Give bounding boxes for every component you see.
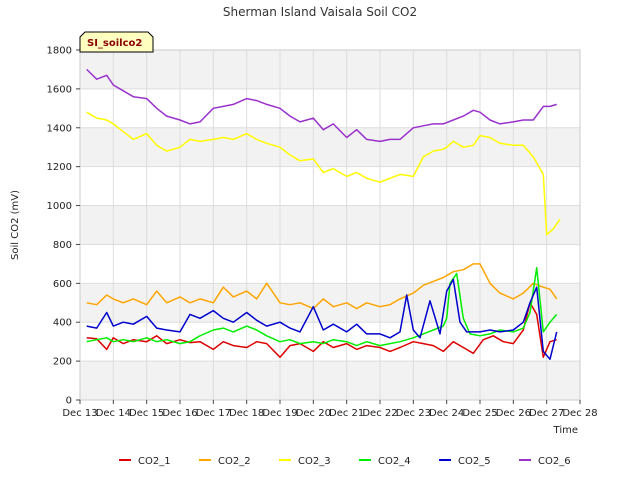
background-band [80, 166, 580, 206]
x-tick-label: Dec 15 [129, 408, 164, 419]
y-tick-label: 0 [66, 396, 72, 407]
y-tick-label: 400 [53, 318, 72, 329]
series-line-co2-4 [86, 267, 558, 347]
legend-label: CO2_3 [298, 456, 331, 467]
x-tick-label: Dec 23 [396, 408, 431, 419]
background-band [80, 283, 580, 323]
x-tick-label: Dec 28 [562, 408, 597, 419]
legend-label: CO2_5 [458, 456, 491, 467]
x-tick-label: Dec 26 [496, 408, 531, 419]
x-tick-label: Dec 27 [529, 408, 564, 419]
x-tick-label: Dec 17 [196, 408, 231, 419]
x-tick-label: Dec 24 [429, 408, 464, 419]
x-tick-label: Dec 16 [162, 408, 197, 419]
x-tick-label: Dec 21 [329, 408, 364, 419]
series-layer [86, 68, 561, 360]
series-line-co2-2 [86, 263, 558, 310]
y-tick-label: 1600 [47, 84, 72, 95]
series-line-co2-6 [86, 68, 557, 143]
dataset-badge-box [79, 31, 154, 53]
y-tick-label: 200 [53, 357, 72, 368]
background-band [80, 88, 580, 128]
x-tick-label: Dec 25 [462, 408, 497, 419]
chart-title: Sherman Island Vaisala Soil CO2 [223, 5, 417, 19]
y-axis-title: Soil CO2 (mV) [10, 190, 21, 260]
y-tick-label: 600 [53, 279, 72, 290]
y-tick-label: 1200 [47, 162, 72, 173]
y-axis-ticks: 0 200 400 600 800 1000 1200 1400 1600 1800 [47, 46, 80, 407]
y-tick-label: 1800 [47, 46, 72, 57]
dataset-badge-label: SI_soilco2 [87, 38, 142, 49]
y-tick-label: 1000 [47, 201, 72, 212]
background-band [80, 127, 580, 167]
x-tick-label: Dec 20 [296, 408, 331, 419]
legend-label: CO2_4 [378, 456, 411, 467]
plot-area-frame [79, 49, 581, 401]
y-tick-label: 1400 [47, 123, 72, 134]
x-tick-label: Dec 18 [229, 408, 264, 419]
legend: CO2_1 CO2_2 CO2_3 CO2_4 CO2_5 CO2_6 [119, 456, 571, 467]
x-tick-label: Dec 13 [62, 408, 97, 419]
dataset-badge: SI_soilco2 [79, 31, 154, 53]
plot-background-bands [80, 50, 580, 400]
x-axis-title: Time [553, 425, 578, 436]
background-band [80, 361, 580, 400]
x-tick-label: Dec 14 [96, 408, 131, 419]
legend-label: CO2_6 [538, 456, 571, 467]
series-line-co2-5 [86, 278, 558, 360]
background-band [80, 50, 580, 89]
background-band [80, 244, 580, 284]
background-band [80, 205, 580, 245]
x-tick-label: Dec 19 [262, 408, 297, 419]
y-tick-label: 800 [53, 240, 72, 251]
legend-label: CO2_1 [138, 456, 171, 467]
x-tick-label: Dec 22 [362, 408, 397, 419]
series-line-co2-3 [86, 111, 561, 236]
legend-label: CO2_2 [218, 456, 251, 467]
